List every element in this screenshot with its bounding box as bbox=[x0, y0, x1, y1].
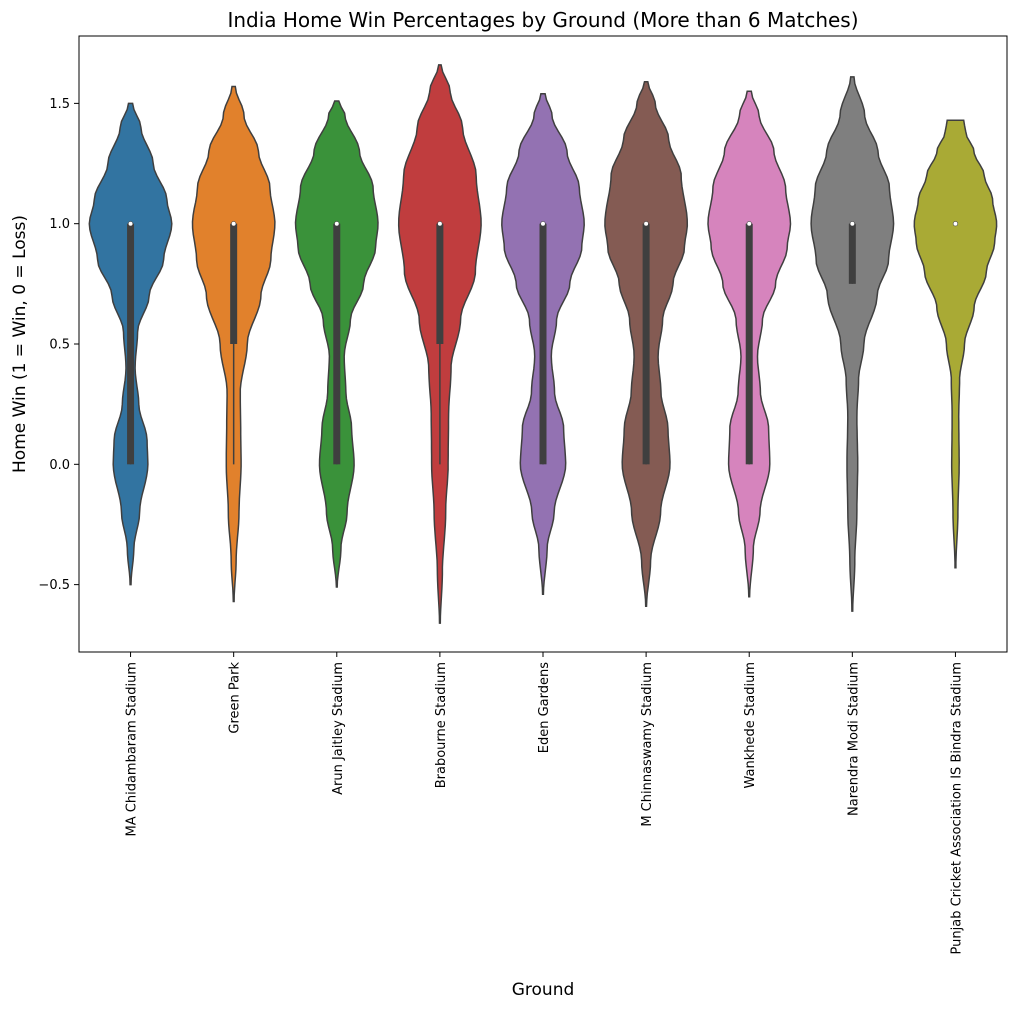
y-tick-label: 0.5 bbox=[49, 338, 70, 353]
x-tick-label: Eden Gardens bbox=[537, 662, 552, 753]
x-tick-label: M Chinnaswamy Stadium bbox=[640, 662, 655, 827]
violin-group bbox=[294, 100, 379, 588]
violin-iqr-box bbox=[436, 223, 444, 344]
violin-body bbox=[913, 119, 998, 569]
violin-body bbox=[810, 76, 895, 612]
violin-group bbox=[501, 92, 585, 596]
violin-median bbox=[540, 221, 546, 227]
x-tick-label: Wankhede Stadium bbox=[743, 662, 758, 788]
violin-group bbox=[88, 102, 173, 586]
x-tick-label: Punjab Cricket Association IS Bindra Sta… bbox=[949, 662, 964, 954]
violin-iqr-box bbox=[745, 223, 753, 465]
y-tick-label: −0.5 bbox=[38, 578, 70, 593]
violin-median bbox=[127, 221, 134, 227]
violin-group bbox=[810, 76, 895, 612]
violin-group bbox=[397, 64, 482, 624]
plot-frame bbox=[78, 35, 1008, 653]
chart-title: India Home Win Percentages by Ground (Mo… bbox=[227, 8, 858, 32]
violin-median bbox=[952, 221, 959, 227]
violin-median bbox=[231, 221, 237, 227]
y-tick-label: 1.0 bbox=[49, 217, 70, 232]
violin-iqr-box bbox=[539, 223, 547, 465]
violin-layer bbox=[88, 64, 998, 624]
violin-group bbox=[707, 90, 792, 598]
violin-median bbox=[437, 221, 443, 227]
violin-iqr-box bbox=[642, 223, 650, 465]
violin-median bbox=[849, 221, 855, 227]
x-axis-label: Ground bbox=[512, 980, 575, 1000]
violin-median bbox=[334, 221, 340, 227]
y-axis-label: Home Win (1 = Win, 0 = Loss) bbox=[10, 215, 30, 473]
violin-iqr-box bbox=[230, 223, 238, 344]
x-tick-label: Green Park bbox=[228, 662, 243, 734]
x-tick-label: Arun Jaitley Stadium bbox=[331, 662, 346, 795]
violin-group bbox=[913, 119, 998, 569]
x-axis: MA Chidambaram Stadium Green Park Arun Jai… bbox=[125, 652, 964, 954]
x-tick-label: Narendra Modi Stadium bbox=[846, 662, 861, 816]
violin-median bbox=[643, 221, 649, 227]
y-tick-label: 0.0 bbox=[49, 458, 70, 473]
x-tick-label: MA Chidambaram Stadium bbox=[125, 662, 140, 836]
violin-iqr-box bbox=[848, 223, 856, 284]
violin-iqr-box bbox=[333, 223, 341, 465]
violin-group bbox=[191, 85, 276, 603]
y-tick-label: 1.5 bbox=[49, 97, 70, 112]
violin-iqr-box bbox=[127, 223, 135, 465]
violin-median bbox=[746, 221, 752, 227]
x-tick-label: Brabourne Stadium bbox=[434, 662, 449, 788]
violin-group bbox=[604, 80, 689, 608]
y-axis: −0.5 0.0 0.5 1.0 1.5 bbox=[38, 97, 79, 593]
